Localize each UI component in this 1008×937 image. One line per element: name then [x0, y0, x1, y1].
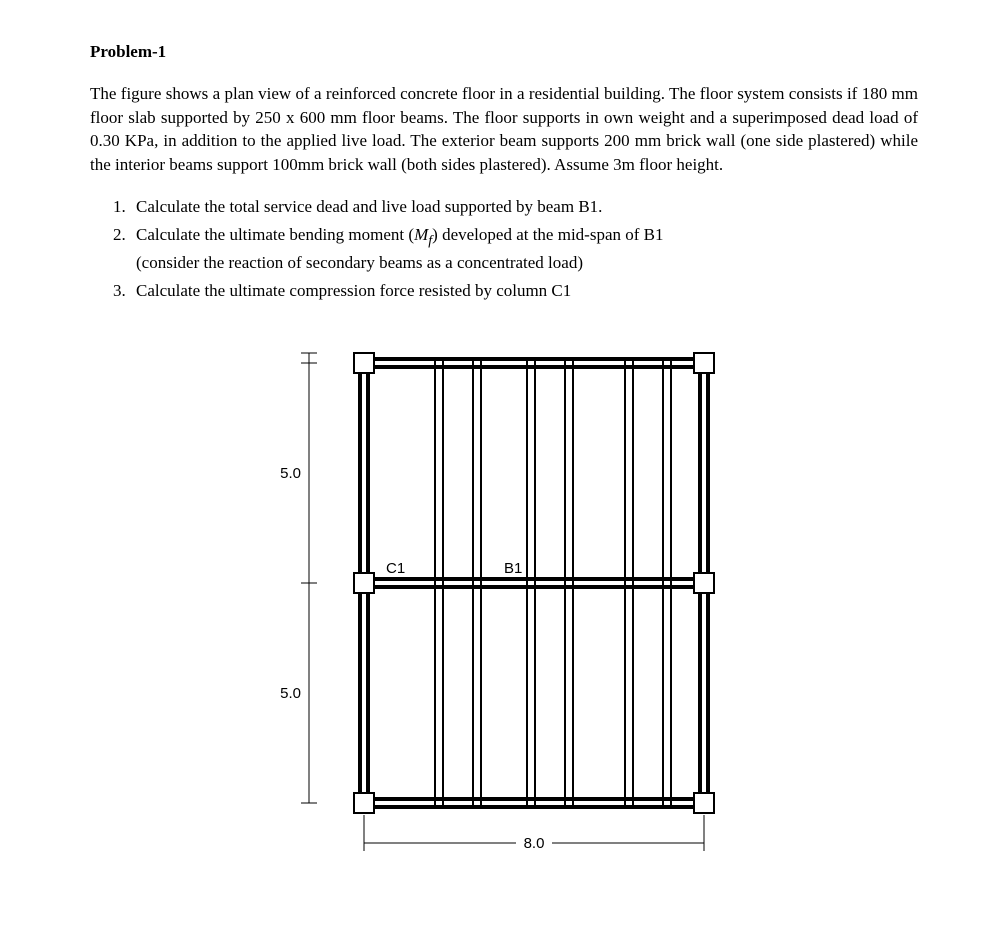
svg-text:8.0: 8.0 [524, 835, 545, 852]
problem-title: Problem-1 [90, 40, 918, 64]
floor-plan-diagram: C1 B1 5.0 5.0 8.0 [90, 333, 918, 880]
question-2: Calculate the ultimate bending moment (M… [130, 223, 918, 275]
svg-text:C1: C1 [386, 560, 405, 577]
question-list: Calculate the total service dead and liv… [110, 195, 918, 303]
question-2-note: (consider the reaction of secondary beam… [136, 251, 918, 275]
svg-text:5.0: 5.0 [280, 465, 301, 482]
question-1: Calculate the total service dead and liv… [130, 195, 918, 219]
problem-statement: The figure shows a plan view of a reinfo… [90, 82, 918, 177]
svg-text:B1: B1 [504, 560, 522, 577]
question-3: Calculate the ultimate compression force… [130, 279, 918, 303]
svg-text:5.0: 5.0 [280, 685, 301, 702]
